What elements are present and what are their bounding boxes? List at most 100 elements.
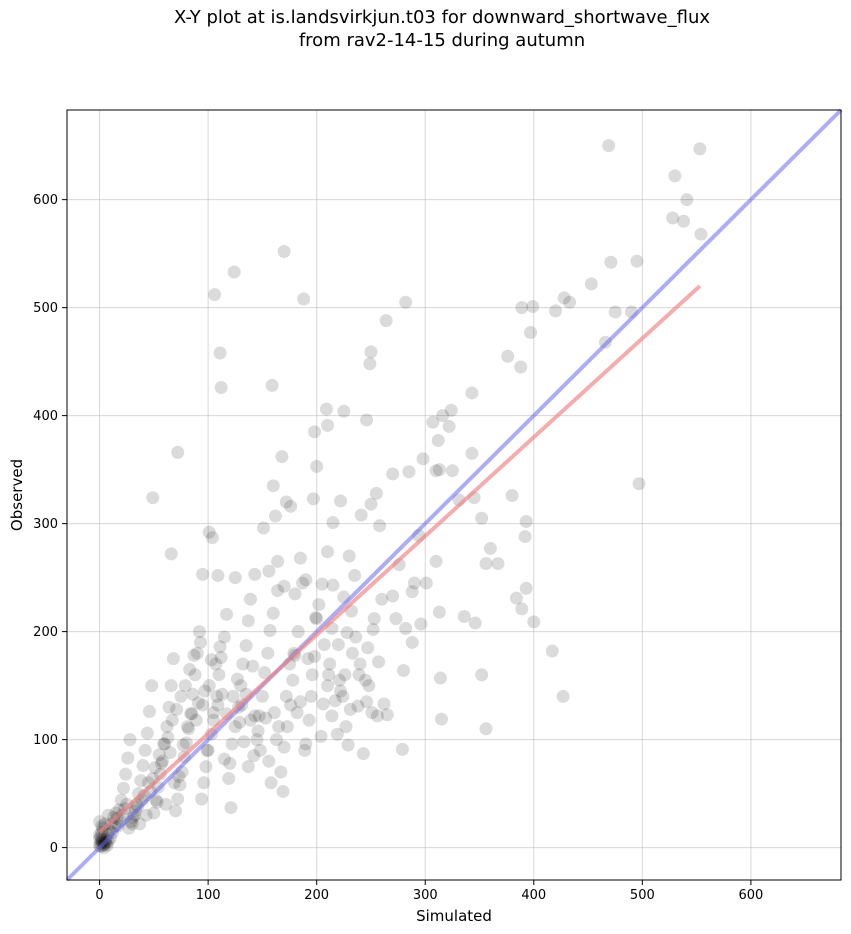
x-tick-label: 600 [738,888,763,903]
scatter-point [274,765,288,779]
scatter-point [111,819,125,833]
scatter-point [680,193,694,207]
scatter-point [296,576,310,590]
scatter-point [694,227,708,241]
scatter-point [519,514,533,528]
scatter-point [227,265,241,279]
scatter-point [228,720,242,734]
scatter-point [272,720,286,734]
scatter-point [94,830,108,844]
x-tick-label: 200 [304,888,329,903]
y-axis-label: Observed [8,459,26,531]
scatter-point [160,720,174,734]
scatter-point [288,587,302,601]
scatter-point [248,709,262,723]
scatter-point [429,554,443,568]
scatter-point [312,598,326,612]
y-tick-label: 0 [50,841,58,856]
scatter-point [284,499,298,513]
scatter-point [379,314,393,328]
scatter-point [268,509,282,523]
scatter-point [202,679,216,693]
scatter-point [563,295,577,309]
scatter-point [213,640,227,654]
scatter-point [479,557,493,571]
scatter-point [608,305,622,319]
chart-title-line-2: from rav2-14-15 during autumn [298,30,586,51]
scatter-point [279,495,293,509]
scatter-point [386,467,400,481]
scatter-point [419,576,433,590]
scatter-point [171,792,185,806]
scatter-point [356,747,370,761]
scatter-point [348,568,362,582]
scatter-point [228,571,242,585]
scatter-point [519,581,533,595]
scatter-point [338,668,352,682]
scatter-point [241,760,255,774]
scatter-point [248,567,262,581]
scatter-point [211,698,225,712]
scatter-point [267,706,281,720]
scatter-point [501,349,515,363]
scatter-point [301,652,315,666]
scatter-point [214,381,228,395]
scatter-point [334,684,348,698]
scatter-point [340,626,354,640]
scatter-point [483,541,497,555]
scatter-point [297,292,311,306]
scatter-point [331,638,345,652]
scatter-point [402,465,416,479]
scatter-point [354,508,368,522]
scatter-point [205,531,219,545]
scatter-point [556,689,570,703]
scatter-point [271,554,285,568]
scatter-point [214,651,228,665]
scatter-point [197,776,211,790]
scatter-point [293,695,307,709]
scatter-point [341,738,355,752]
scatter-point [122,821,136,835]
scatter-point [246,659,260,673]
scatter-point [326,516,340,530]
scatter-point [308,425,322,439]
scatter-point [150,795,164,809]
scatter-point [164,547,178,561]
scatter-point [407,576,421,590]
scatter-point [509,591,523,605]
scatter-point [202,525,216,539]
scatter-point [399,295,413,309]
scatter-point [140,726,154,740]
scatter-point [277,244,291,258]
x-tick-label: 100 [196,888,221,903]
scatter-point [156,754,170,768]
scatter-point [201,743,215,757]
scatter-point [602,139,616,153]
scatter-point [190,646,204,660]
scatter-point [217,752,231,766]
scatter-point [166,652,180,666]
scatter-point [457,609,471,623]
scatter-point [351,699,365,713]
scatter-point [491,557,505,571]
scatter-point [236,657,250,671]
scatter-point [545,644,559,658]
scatter-point [138,743,152,757]
scatter-point [222,771,236,785]
scatter-point [196,698,210,712]
scatter-point [133,817,147,831]
x-tick-label: 300 [413,888,438,903]
scatter-point [632,477,646,491]
scatter-point [139,808,153,822]
scatter-point [204,653,218,667]
scatter-point [677,214,691,228]
scatter-point [154,756,168,770]
scatter-point [163,746,177,760]
scatter-point [262,754,276,768]
scatter-point [200,743,214,757]
scatter-point [321,545,335,559]
scatter-point [352,668,366,682]
scatter-point [395,742,409,756]
scatter-point [322,668,336,682]
scatter-point [265,378,279,392]
